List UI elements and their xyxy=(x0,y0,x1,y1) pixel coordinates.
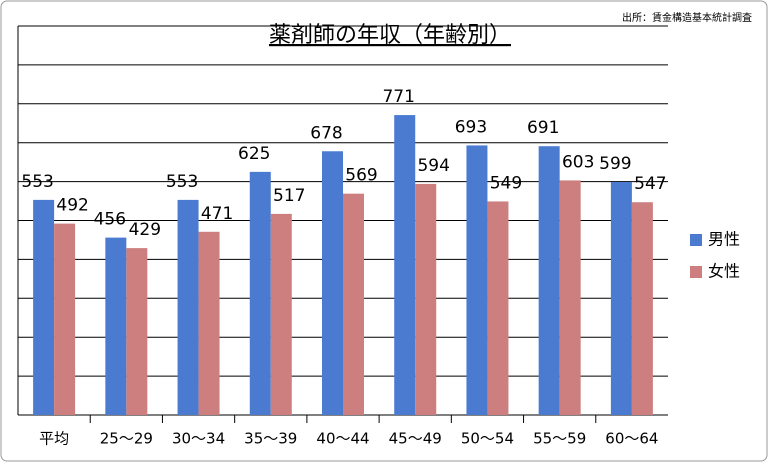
data-label: 603 xyxy=(562,152,594,172)
data-label: 599 xyxy=(599,154,631,174)
x-tick-label: 60〜64 xyxy=(605,430,658,448)
bar xyxy=(487,201,509,415)
data-label: 553 xyxy=(166,172,198,192)
data-label: 456 xyxy=(94,210,126,230)
x-tick-label: 45〜49 xyxy=(389,430,442,448)
data-label: 771 xyxy=(382,87,414,107)
data-label: 471 xyxy=(201,204,233,224)
bar xyxy=(631,202,653,415)
x-tick-label: 50〜54 xyxy=(461,430,514,448)
x-tick-label: 35〜39 xyxy=(244,430,297,448)
bar xyxy=(538,146,560,416)
x-tick-label: 55〜59 xyxy=(533,430,586,448)
bar xyxy=(54,223,76,415)
x-tick-label: 40〜44 xyxy=(316,430,369,448)
bar xyxy=(394,115,416,416)
bar xyxy=(415,183,437,415)
bar xyxy=(466,145,488,415)
data-label: 594 xyxy=(417,156,449,176)
data-label: 678 xyxy=(310,123,342,143)
data-label: 492 xyxy=(56,196,88,216)
legend-swatch xyxy=(690,266,702,278)
bar xyxy=(198,231,220,415)
legend-swatch xyxy=(690,234,702,246)
data-label: 547 xyxy=(634,174,666,194)
bar xyxy=(177,199,199,415)
bar xyxy=(559,180,581,415)
bar xyxy=(249,171,271,415)
bar xyxy=(322,151,343,415)
bar xyxy=(270,213,292,415)
data-label: 517 xyxy=(273,186,305,206)
bar xyxy=(105,237,127,415)
bar xyxy=(126,248,148,415)
source: 出所：賃金構造基本統計調査 xyxy=(622,11,752,24)
data-label: 693 xyxy=(455,117,487,137)
data-label: 553 xyxy=(21,172,53,192)
legend-label: 男性 xyxy=(708,230,740,249)
x-tick-label: 25〜29 xyxy=(100,430,153,448)
bar xyxy=(33,199,55,415)
bar xyxy=(610,181,632,415)
x-tick-label: 平均 xyxy=(39,430,69,448)
data-label: 625 xyxy=(238,144,270,164)
data-label: 569 xyxy=(345,166,377,186)
data-label: 429 xyxy=(129,220,161,240)
bar xyxy=(343,193,364,415)
data-label: 691 xyxy=(527,118,559,138)
legend-label: 女性 xyxy=(708,262,740,281)
data-label: 549 xyxy=(490,173,522,193)
chart-title: 薬剤師の年収（年齢別） xyxy=(269,23,511,48)
x-tick-label: 30〜34 xyxy=(172,430,225,448)
